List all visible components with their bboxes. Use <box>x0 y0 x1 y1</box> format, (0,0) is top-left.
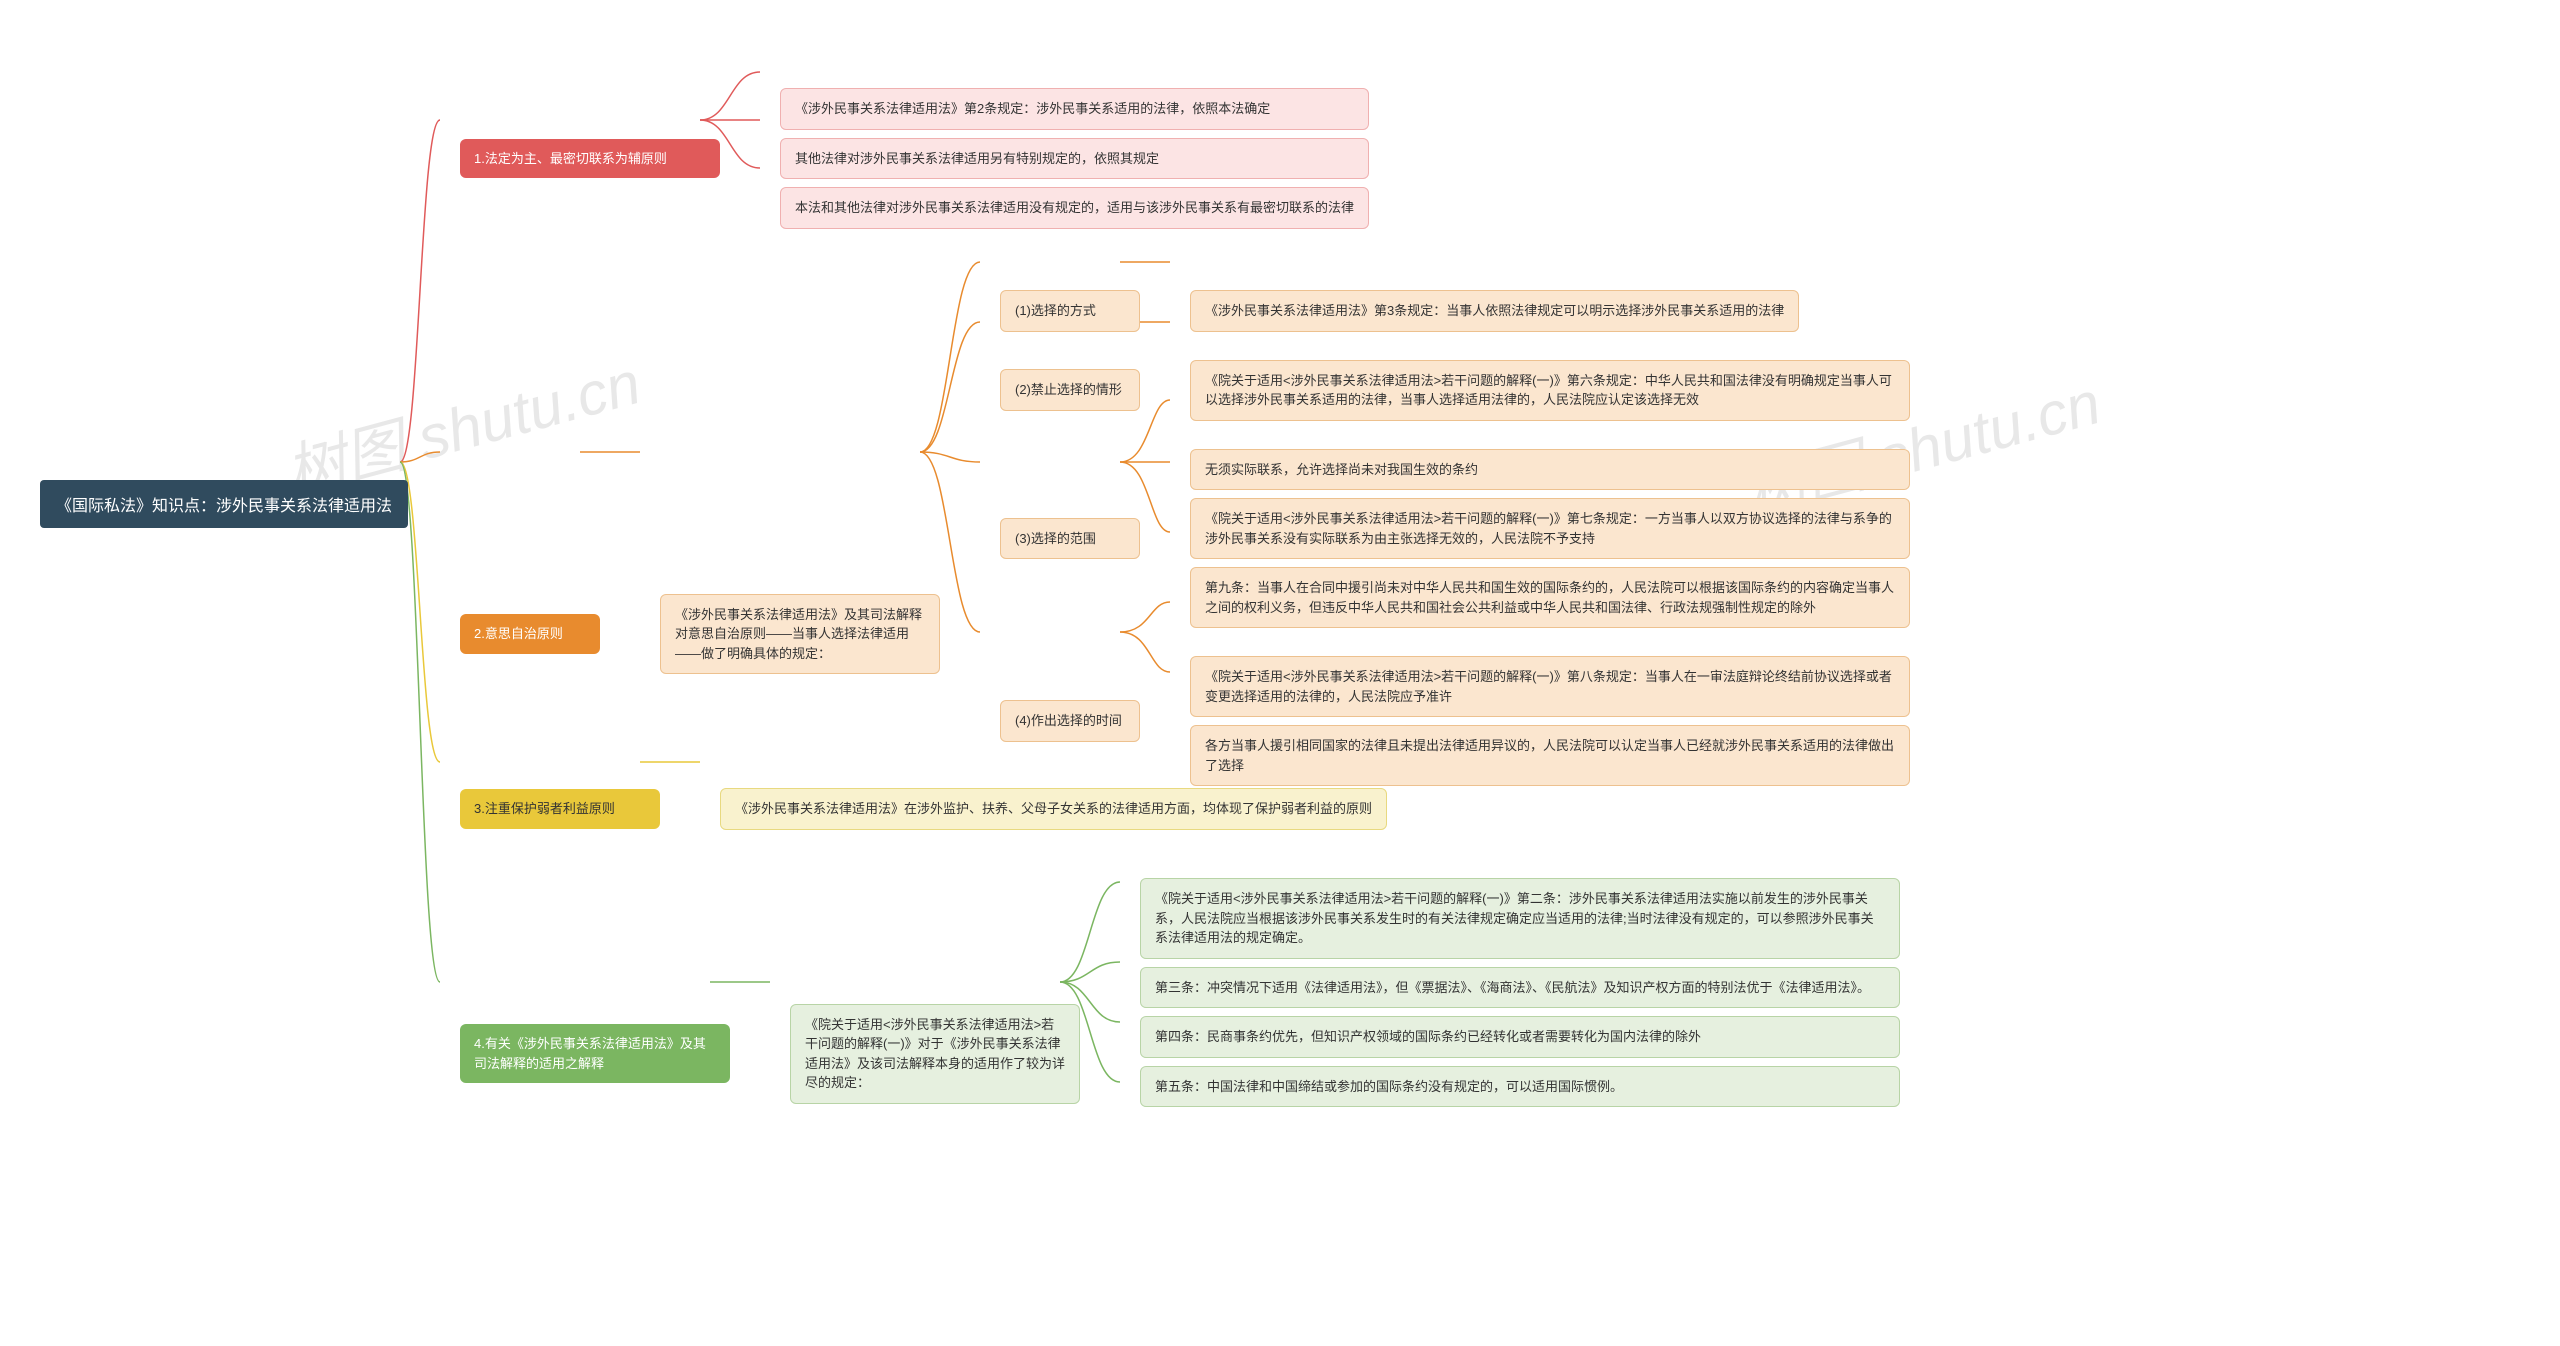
branch-2-sub-3-leaf: 《院关于适用<涉外民事关系法律适用法>若干问题的解释(一)》第七条规定：一方当事… <box>1190 498 1910 559</box>
branch-1: 1.法定为主、最密切联系为辅原则 《涉外民事关系法律适用法》第2条规定：涉外民事… <box>460 80 1369 237</box>
branch-2: 2.意思自治原则 《涉外民事关系法律适用法》及其司法解释对意思自治原则——当事人… <box>460 270 1910 806</box>
branch-3-title: 3.注重保护弱者利益原则 <box>460 789 660 829</box>
branch-2-sub-4-leaf: 《院关于适用<涉外民事关系法律适用法>若干问题的解释(一)》第八条规定：当事人在… <box>1190 656 1910 717</box>
branch-4-mid: 《院关于适用<涉外民事关系法律适用法>若干问题的解释(一)》对于《涉外民事关系法… <box>790 1004 1080 1104</box>
branch-2-sub-1-leaf: 《涉外民事关系法律适用法》第3条规定：当事人依照法律规定可以明示选择涉外民事关系… <box>1190 290 1799 332</box>
branch-1-leaf: 《涉外民事关系法律适用法》第2条规定：涉外民事关系适用的法律，依照本法确定 <box>780 88 1369 130</box>
branch-2-sub-2: (2)禁止选择的情形 <box>1000 369 1140 411</box>
branch-2-sub-4-leaf: 各方当事人援引相同国家的法律且未提出法律适用异议的，人民法院可以认定当事人已经就… <box>1190 725 1910 786</box>
branch-1-title: 1.法定为主、最密切联系为辅原则 <box>460 139 720 179</box>
branch-2-title: 2.意思自治原则 <box>460 614 600 654</box>
branch-4-leaf: 第三条：冲突情况下适用《法律适用法》，但《票据法》、《海商法》、《民航法》及知识… <box>1140 967 1900 1009</box>
branch-4-title: 4.有关《涉外民事关系法律适用法》及其司法解释的适用之解释 <box>460 1024 730 1083</box>
branch-2-sub-4: (4)作出选择的时间 <box>1000 700 1140 742</box>
branch-2-mid: 《涉外民事关系法律适用法》及其司法解释对意思自治原则——当事人选择法律适用——做… <box>660 594 940 675</box>
branch-2-sub-3-leaf: 第九条：当事人在合同中援引尚未对中华人民共和国生效的国际条约的，人民法院可以根据… <box>1190 567 1910 628</box>
branch-4: 4.有关《涉外民事关系法律适用法》及其司法解释的适用之解释 《院关于适用<涉外民… <box>460 870 1900 1115</box>
branch-2-sub-1: (1)选择的方式 <box>1000 290 1140 332</box>
branch-1-leaf: 其他法律对涉外民事关系法律适用另有特别规定的，依照其规定 <box>780 138 1369 180</box>
branch-2-sub-3: (3)选择的范围 <box>1000 518 1140 560</box>
root-node: 《国际私法》知识点：涉外民事关系法律适用法 <box>40 480 408 528</box>
branch-4-leaf: 《院关于适用<涉外民事关系法律适用法>若干问题的解释(一)》第二条：涉外民事关系… <box>1140 878 1900 959</box>
branch-3: 3.注重保护弱者利益原则 《涉外民事关系法律适用法》在涉外监护、扶养、父母子女关… <box>460 780 1387 838</box>
branch-1-leaf: 本法和其他法律对涉外民事关系法律适用没有规定的，适用与该涉外民事关系有最密切联系… <box>780 187 1369 229</box>
branch-4-leaf: 第四条：民商事条约优先，但知识产权领域的国际条约已经转化或者需要转化为国内法律的… <box>1140 1016 1900 1058</box>
branch-2-sub-2-leaf: 《院关于适用<涉外民事关系法律适用法>若干问题的解释(一)》第六条规定：中华人民… <box>1190 360 1910 421</box>
branch-4-leaf: 第五条：中国法律和中国缔结或参加的国际条约没有规定的，可以适用国际惯例。 <box>1140 1066 1900 1108</box>
branch-3-leaf: 《涉外民事关系法律适用法》在涉外监护、扶养、父母子女关系的法律适用方面，均体现了… <box>720 788 1387 830</box>
branch-2-sub-3-leaf: 无须实际联系，允许选择尚未对我国生效的条约 <box>1190 449 1910 491</box>
